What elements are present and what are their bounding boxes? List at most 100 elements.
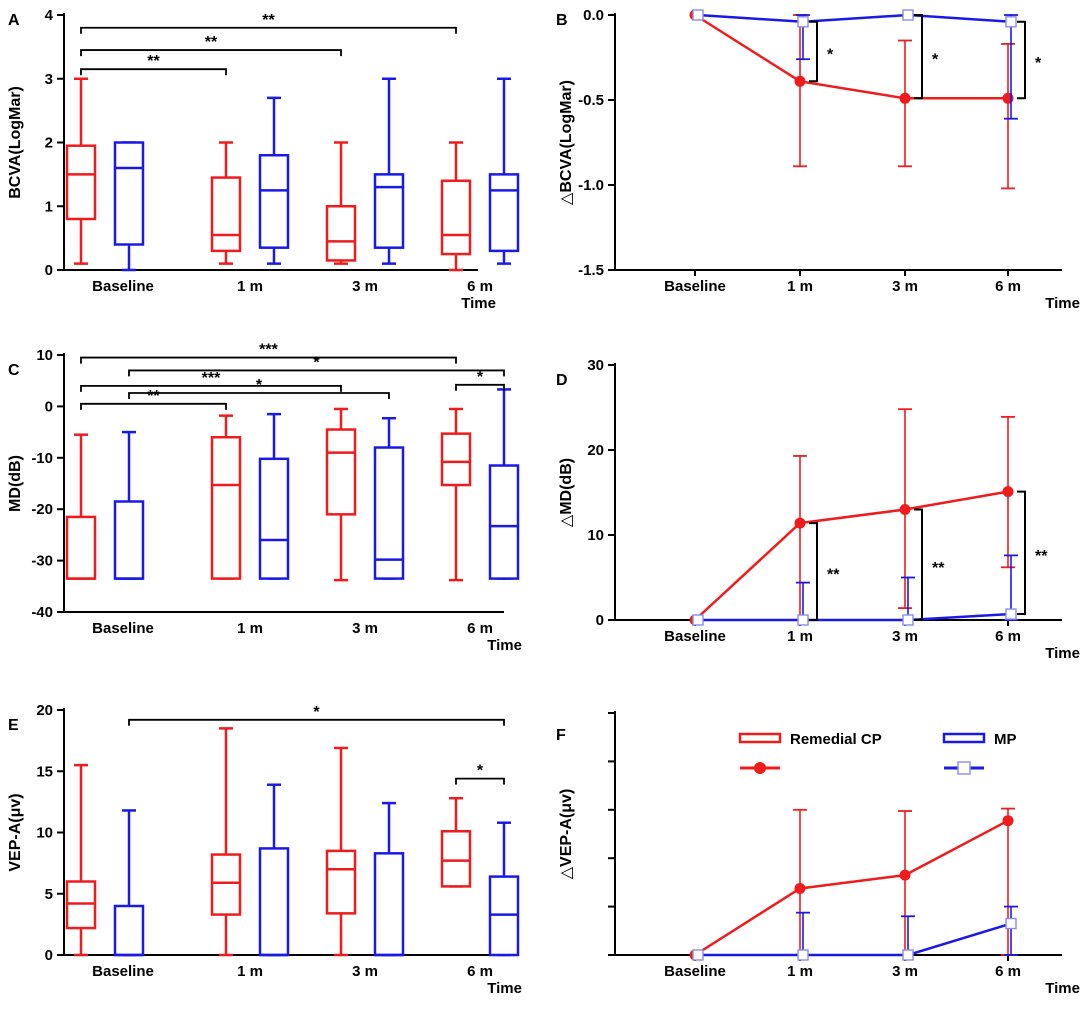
- y-tick-label: -0.5: [578, 92, 604, 109]
- box-blue-3: [488, 388, 520, 580]
- box-red-2: [325, 746, 357, 957]
- y-tick-label: 0: [596, 612, 604, 629]
- y-tick-label: 0: [45, 947, 53, 964]
- x-tick-label: 3 m: [352, 278, 378, 295]
- significance-label: ***: [202, 370, 221, 387]
- y-axis-title: MD(dB): [7, 455, 24, 512]
- panel-letter: D: [556, 372, 568, 389]
- x-tick-label: Baseline: [664, 628, 726, 645]
- significance-bracket: [455, 383, 505, 391]
- box-blue-2: [373, 416, 405, 580]
- box-blue-2: [373, 77, 405, 265]
- x-axis-title: Time: [1045, 645, 1080, 662]
- x-tick-label: 3 m: [892, 628, 918, 645]
- box-blue-3: [488, 77, 520, 265]
- legend-box-swatch: [738, 732, 782, 744]
- box-blue-2: [373, 801, 405, 957]
- y-tick-label: -30: [31, 553, 53, 570]
- panel-f: F Baseline 1 m 3 m 6 m △VEP-A(μv) Time Remedial…: [556, 711, 1080, 997]
- significance-label: **: [147, 388, 160, 405]
- y-axis-title: △MD(dB): [558, 458, 575, 527]
- panel-letter: F: [556, 727, 566, 744]
- panel-letter: E: [8, 717, 19, 734]
- y-tick-label: -1.0: [578, 177, 604, 194]
- box-blue-1: [258, 412, 290, 580]
- y-tick-label: -10: [31, 450, 53, 467]
- data-point: [797, 949, 809, 961]
- box-red-2: [325, 141, 357, 265]
- series-line: [698, 612, 1012, 622]
- y-tick-label: 4: [45, 7, 54, 24]
- panel-d: D 0 10 20 30 Baseline 1 m 3 m 6 m △MD(dB) Time ** **…: [556, 357, 1080, 662]
- box-red-1: [210, 141, 242, 265]
- significance-bracket: [128, 392, 390, 400]
- data-point: [1005, 608, 1017, 620]
- significance-label: **: [827, 567, 840, 584]
- box-iqr: [113, 141, 145, 246]
- y-axis-title: △VEP-A(μv): [558, 789, 575, 880]
- series-blue: [692, 905, 1018, 961]
- box-blue-1: [258, 96, 290, 265]
- box-iqr: [210, 853, 242, 916]
- box-iqr: [258, 457, 290, 580]
- significance-bracket: [809, 20, 818, 83]
- significance-label: *: [477, 369, 484, 386]
- significance-bracket: [128, 718, 505, 726]
- panel-e: E 0 5 10 15 20 Baseline 1 m 3 m 6 m VEP-A(μv) Time *…: [7, 702, 522, 997]
- x-tick-label: 6 m: [467, 278, 493, 295]
- box-iqr: [113, 500, 145, 580]
- significance-label: **: [205, 34, 218, 51]
- box-iqr: [488, 173, 520, 253]
- box-blue-0: [113, 809, 145, 957]
- panel-letter: A: [8, 12, 20, 29]
- y-tick-label: -1.5: [578, 262, 604, 279]
- y-axis-title: VEP-A(μv): [7, 793, 24, 871]
- y-tick-label: 30: [587, 357, 604, 374]
- y-tick-label: -20: [31, 501, 53, 518]
- series-red: [689, 9, 1015, 190]
- x-axis-title: Time: [487, 980, 522, 997]
- y-tick-label: 15: [36, 763, 53, 780]
- significance-label: **: [262, 12, 275, 29]
- significance-bracket: [914, 14, 923, 100]
- y-tick-label: 20: [587, 442, 604, 459]
- x-tick-label: 6 m: [995, 278, 1021, 295]
- box-iqr: [440, 179, 472, 256]
- significance-bracket: [455, 777, 505, 785]
- box-red-0: [65, 433, 97, 580]
- data-point: [899, 869, 911, 881]
- significance-bracket: [80, 356, 457, 364]
- x-axis-title: Time: [1045, 295, 1080, 312]
- series-blue: [692, 554, 1018, 626]
- box-iqr: [325, 849, 357, 915]
- significance-bracket: [1017, 490, 1026, 616]
- significance-label: **: [1035, 548, 1048, 565]
- data-point: [794, 517, 806, 529]
- x-tick-label: 1 m: [787, 628, 813, 645]
- box-iqr: [440, 830, 472, 888]
- legend-marker: [957, 761, 971, 775]
- x-tick-label: Baseline: [664, 278, 726, 295]
- box-iqr: [325, 428, 357, 516]
- data-point: [1005, 917, 1017, 930]
- box-red-3: [440, 141, 472, 272]
- y-tick-label: 0.0: [583, 7, 604, 24]
- panel-b: B 0.0 -0.5 -1.0 -1.5 Baseline 1 m 3 m 6 m △BCVA(L…: [556, 7, 1080, 312]
- data-point: [1002, 486, 1014, 498]
- significance-bracket: [914, 508, 923, 621]
- series-line: [698, 922, 1012, 957]
- box-iqr: [210, 435, 242, 580]
- data-point: [1002, 815, 1014, 827]
- y-tick-label: 10: [36, 825, 53, 842]
- significance-label: **: [932, 560, 945, 577]
- legend-marker: [754, 762, 766, 774]
- data-point: [797, 614, 809, 626]
- box-red-0: [65, 77, 97, 265]
- y-tick-label: -40: [31, 604, 53, 621]
- data-point: [899, 504, 911, 515]
- y-axis-title: BCVA(LogMar): [7, 86, 24, 199]
- significance-label: *: [313, 354, 320, 371]
- significance-bracket: [80, 49, 342, 57]
- legend-item-blue: MP: [942, 731, 1017, 775]
- significance-label: ***: [259, 342, 278, 359]
